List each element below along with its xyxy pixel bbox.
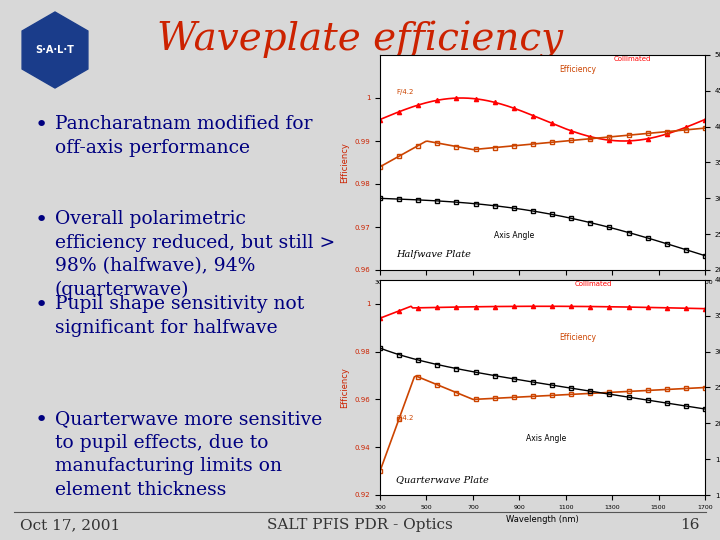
Text: Overall polarimetric
efficiency reduced, but still >
98% (halfwave), 94%
(quarte: Overall polarimetric efficiency reduced,…: [55, 210, 336, 299]
Axis Angle: [389, 195, 397, 202]
Text: 16: 16: [680, 518, 700, 532]
Text: S·A·L·T: S·A·L·T: [35, 45, 74, 55]
Text: Quarterwave more sensitive
to pupil effects, due to
manufacturing limits on
elem: Quarterwave more sensitive to pupil effe…: [55, 410, 323, 499]
Text: •: •: [35, 410, 48, 430]
Text: •: •: [35, 210, 48, 230]
Axis Angle: [436, 198, 445, 204]
Axis Angle: [701, 252, 709, 259]
Text: SALT PFIS PDR - Optics: SALT PFIS PDR - Optics: [267, 518, 453, 532]
Text: •: •: [35, 295, 48, 315]
Text: Waveplate efficiency: Waveplate efficiency: [157, 21, 563, 59]
Axis Angle: [376, 195, 384, 201]
Axis Angle: [462, 200, 471, 206]
Line: Axis Angle: Axis Angle: [380, 198, 705, 255]
Text: Oct 17, 2001: Oct 17, 2001: [20, 518, 120, 532]
Text: Pupil shape sensitivity not
significant for halfwave: Pupil shape sensitivity not significant …: [55, 295, 305, 336]
Axis Angle: [395, 196, 404, 202]
Axis Angle: [684, 247, 693, 254]
Text: Pancharatnam modified for
off-axis performance: Pancharatnam modified for off-axis perfo…: [55, 115, 312, 157]
Text: •: •: [35, 115, 48, 135]
Axis Angle: [673, 244, 682, 250]
